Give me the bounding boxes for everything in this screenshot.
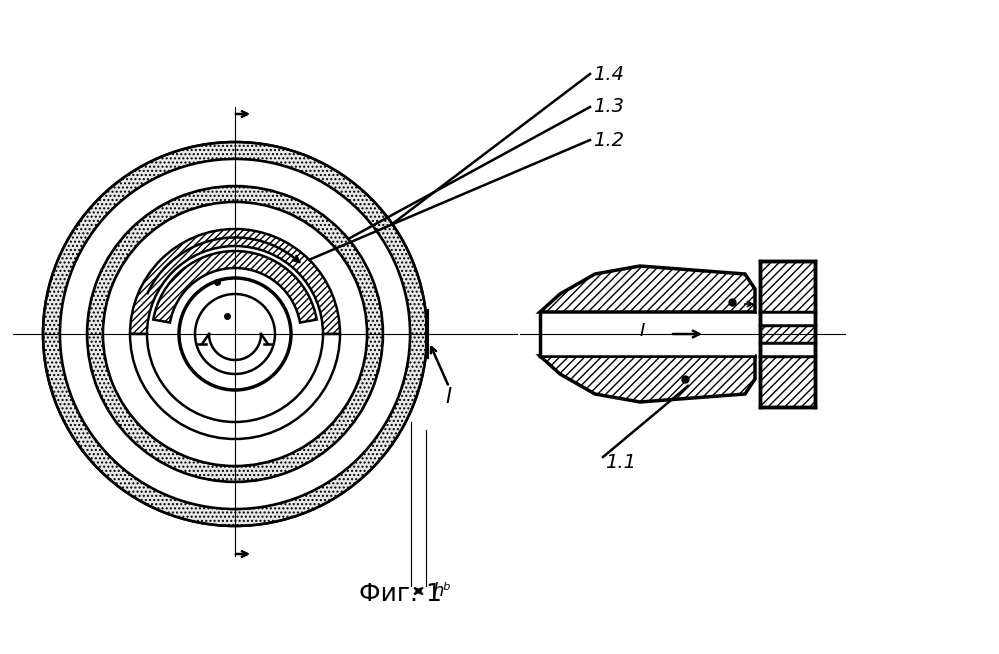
Circle shape: [195, 294, 275, 374]
Bar: [760, 261, 815, 312]
Text: 1.1: 1.1: [605, 453, 636, 472]
Bar: [760, 325, 815, 343]
Circle shape: [179, 278, 291, 390]
Text: hᵇ: hᵇ: [432, 582, 452, 600]
Text: I: I: [445, 387, 452, 407]
Wedge shape: [43, 142, 427, 526]
Text: 1.3: 1.3: [593, 97, 624, 116]
Text: I: I: [639, 322, 644, 340]
Bar: [760, 343, 815, 356]
Bar: [760, 312, 815, 325]
Text: 1.2: 1.2: [593, 131, 624, 150]
Wedge shape: [60, 159, 410, 509]
Text: 1.4: 1.4: [593, 65, 624, 84]
Polygon shape: [540, 312, 755, 356]
Wedge shape: [130, 334, 340, 439]
Text: Фиг. 1: Фиг. 1: [359, 582, 442, 606]
Wedge shape: [103, 202, 367, 466]
Wedge shape: [87, 186, 383, 482]
Bar: [760, 356, 815, 407]
